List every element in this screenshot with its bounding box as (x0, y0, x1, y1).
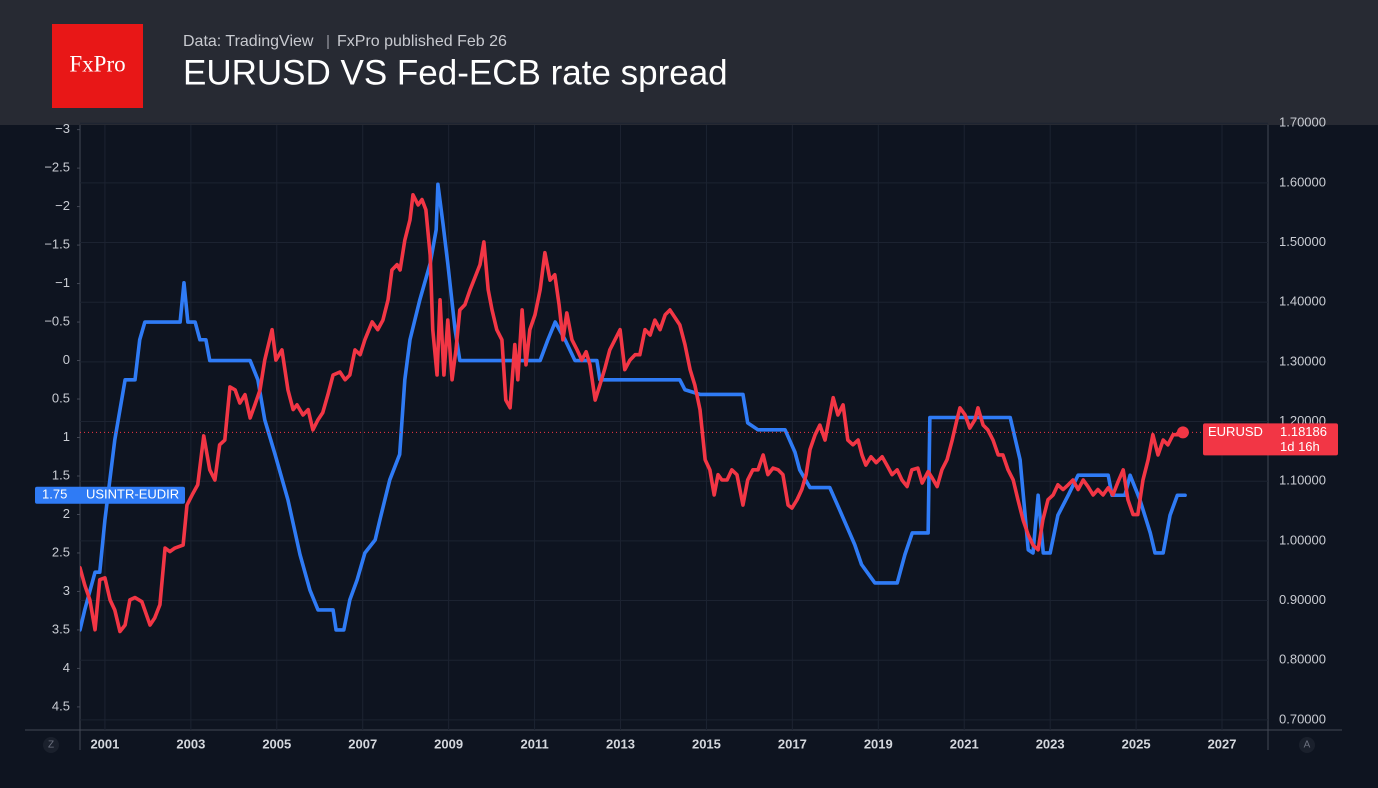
x-tick-label: 2021 (950, 736, 979, 751)
chart-title: EURUSD VS Fed-ECB rate spread (183, 53, 728, 92)
x-tick-label: 2019 (864, 736, 893, 751)
y-tick-label: 0.5 (52, 390, 70, 405)
y2-tick-label: 1.50000 (1279, 234, 1326, 249)
countdown: 1d 16h (1280, 439, 1320, 454)
y-tick-label: 2.5 (52, 544, 70, 559)
badge-value: 1.75 (42, 487, 67, 502)
scale-button[interactable] (1299, 737, 1315, 753)
published: FxPro published Feb 26 (337, 33, 507, 50)
x-tick-label: 2007 (348, 736, 377, 751)
x-tick-label: 2003 (176, 736, 205, 751)
y-tick-label: −2.5 (44, 160, 70, 175)
y2-tick-label: 0.90000 (1279, 592, 1326, 607)
y2-tick-label: 1.00000 (1279, 532, 1326, 547)
badge-name: USINTR-EUDIR (86, 487, 179, 502)
y-tick-label: 4.5 (52, 698, 70, 713)
y-tick-label: 0 (63, 352, 70, 367)
last-point (1176, 426, 1189, 439)
x-tick-label: 2023 (1036, 736, 1065, 751)
y-tick-label: −2 (55, 198, 70, 213)
x-tick-label: 2027 (1208, 736, 1237, 751)
scale-button-label: A (1304, 740, 1311, 751)
header (0, 0, 1378, 125)
source: Data: TradingView (183, 33, 314, 50)
y-tick-label: −3 (55, 121, 70, 136)
logo-box (52, 24, 143, 108)
badge-value: 1.18186 (1280, 424, 1327, 439)
y-tick-label: 1.5 (52, 467, 70, 482)
labels: 2001 2003 2005 2007 2009 2011 2013 2015 2017 2019… (35, 115, 1338, 751)
y2-tick-label: 1.10000 (1279, 473, 1326, 488)
x-tick-label: 2001 (90, 736, 119, 751)
y-tick-label: 1 (63, 429, 70, 444)
x-tick-label: 2009 (434, 736, 463, 751)
y-tick-label: 2 (63, 506, 70, 521)
y-tick-label: −0.5 (44, 313, 70, 328)
x-tick-label: 2017 (778, 736, 807, 751)
y2-tick-label: 1.70000 (1279, 115, 1326, 130)
grid (77, 122, 1268, 730)
y-tick-label: 3.5 (52, 621, 70, 636)
x-tick-label: 2011 (520, 736, 548, 751)
logo: FxPro (69, 51, 125, 76)
badge (35, 486, 185, 504)
y-tick-label: −1 (55, 275, 70, 290)
y-tick-label: −1.5 (44, 237, 70, 252)
y2-tick-label: 1.30000 (1279, 353, 1326, 368)
y2-tick-label: 1.60000 (1279, 174, 1326, 189)
scale-button[interactable] (43, 737, 59, 753)
y2-tick-label: 0.70000 (1279, 711, 1326, 726)
y2-tick-label: 1.40000 (1279, 294, 1326, 309)
series-line (80, 193, 1185, 634)
plot (80, 182, 1187, 634)
x-tick-label: 2013 (606, 736, 635, 751)
scale-button-label: Z (48, 740, 54, 751)
y2-tick-label: 0.80000 (1279, 652, 1326, 667)
badge (1203, 423, 1338, 456)
x-tick-label: 2015 (692, 736, 721, 751)
x-tick-label: 2005 (262, 736, 291, 751)
y-tick-label: 3 (63, 583, 70, 598)
x-tick-label: 2025 (1122, 736, 1151, 751)
badge-name: EURUSD (1208, 424, 1263, 439)
y-tick-label: 4 (63, 660, 70, 675)
